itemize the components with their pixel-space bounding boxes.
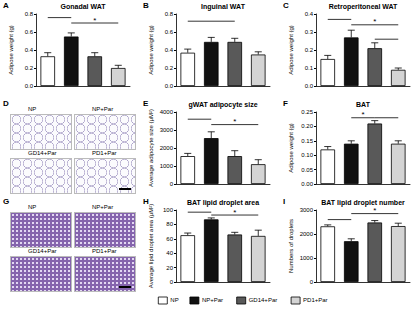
svg-text:Inguinal WAT: Inguinal WAT [201, 3, 246, 11]
svg-text:C: C [283, 1, 289, 10]
svg-text:0.05: 0.05 [301, 167, 313, 173]
svg-text:0: 0 [170, 181, 174, 187]
svg-text:E: E [143, 99, 149, 108]
svg-text:Gonadal WAT: Gonadal WAT [61, 3, 107, 10]
html-text:NP: NP [28, 106, 37, 112]
svg-text:0.0: 0.0 [305, 83, 314, 89]
html-text:GD14+Par: GD14+Par [28, 150, 57, 156]
svg-text:100: 100 [163, 207, 174, 213]
svg-text:*: * [233, 208, 236, 217]
svg-text:3000: 3000 [160, 127, 174, 133]
svg-text:0.10: 0.10 [301, 152, 313, 158]
svg-text:*: * [373, 17, 376, 26]
svg-text:Adipose weight (g): Adipose weight (g) [288, 25, 294, 75]
svg-text:0.25: 0.25 [301, 109, 313, 115]
svg-text:80: 80 [166, 221, 173, 227]
svg-text:A: A [3, 1, 9, 10]
svg-text:PD1+Par: PD1+Par [303, 297, 328, 303]
svg-text:0.2: 0.2 [25, 65, 34, 71]
svg-text:0.4: 0.4 [305, 11, 314, 17]
svg-text:NP: NP [170, 297, 178, 303]
html-text:PD1+Par: PD1+Par [92, 150, 117, 156]
svg-text:60: 60 [166, 236, 173, 242]
svg-text:0.4: 0.4 [165, 47, 174, 53]
svg-text:0.20: 0.20 [301, 123, 313, 129]
svg-text:Adipose weight (g): Adipose weight (g) [288, 123, 294, 173]
svg-text:BAT: BAT [356, 101, 371, 108]
svg-text:0.1: 0.1 [305, 65, 314, 71]
svg-text:2000: 2000 [300, 231, 314, 237]
svg-text:0.2: 0.2 [165, 65, 174, 71]
svg-text:0.6: 0.6 [25, 29, 34, 35]
svg-text:0.8: 0.8 [25, 11, 34, 17]
html-text:NP+Par: NP+Par [92, 204, 114, 210]
svg-text:1000: 1000 [160, 163, 174, 169]
svg-text:0.0: 0.0 [25, 83, 34, 89]
svg-text:0.15: 0.15 [301, 138, 313, 144]
svg-text:Numbers of droplets: Numbers of droplets [288, 219, 294, 273]
html-text:NP: NP [28, 204, 37, 210]
svg-text:I: I [283, 197, 285, 206]
html-text:G: G [3, 197, 10, 206]
svg-text:2000: 2000 [160, 145, 174, 151]
svg-text:Adipose weight (g): Adipose weight (g) [8, 25, 14, 75]
svg-text:Average lipid droplet area (μM: Average lipid droplet area (μM²) [148, 204, 154, 288]
svg-text:1000: 1000 [300, 255, 314, 261]
svg-text:20: 20 [166, 265, 173, 271]
html-text:NP+Par: NP+Par [92, 106, 114, 112]
html-text:D: D [3, 99, 9, 108]
svg-text:BAT lipid droplet area: BAT lipid droplet area [187, 199, 259, 207]
svg-text:0.8: 0.8 [165, 11, 174, 17]
svg-text:0.2: 0.2 [305, 47, 314, 53]
svg-text:*: * [361, 110, 364, 119]
svg-text:GD14+Par: GD14+Par [249, 297, 278, 303]
svg-text:B: B [143, 1, 149, 10]
svg-text:Average adipocyte size (μM²): Average adipocyte size (μM²) [148, 109, 154, 187]
svg-text:H: H [143, 196, 149, 206]
svg-text:0: 0 [310, 279, 314, 285]
svg-text:0: 0 [170, 279, 174, 285]
html-text:PD1+Par: PD1+Par [92, 248, 117, 254]
svg-text:*: * [373, 206, 376, 215]
svg-text:4000: 4000 [160, 109, 174, 115]
svg-text:*: * [93, 16, 96, 25]
svg-text:BAT lipid droplet number: BAT lipid droplet number [321, 199, 405, 207]
svg-text:0.3: 0.3 [305, 29, 314, 35]
svg-text:0.4: 0.4 [25, 47, 34, 53]
svg-text:40: 40 [166, 250, 173, 256]
svg-text:0.0: 0.0 [165, 83, 174, 89]
html-text:GD14+Par: GD14+Par [28, 248, 57, 254]
svg-text:F: F [283, 99, 288, 108]
svg-text:0.6: 0.6 [165, 29, 174, 35]
svg-text:3000: 3000 [300, 207, 314, 213]
svg-text:Retroperitoneal WAT: Retroperitoneal WAT [329, 3, 398, 11]
svg-text:gWAT adipocyte size: gWAT adipocyte size [188, 101, 257, 109]
svg-text:0.00: 0.00 [301, 181, 313, 187]
svg-text:Adipose weight (g): Adipose weight (g) [148, 25, 154, 75]
svg-text:NP+Par: NP+Par [202, 297, 223, 303]
svg-text:*: * [233, 117, 236, 126]
